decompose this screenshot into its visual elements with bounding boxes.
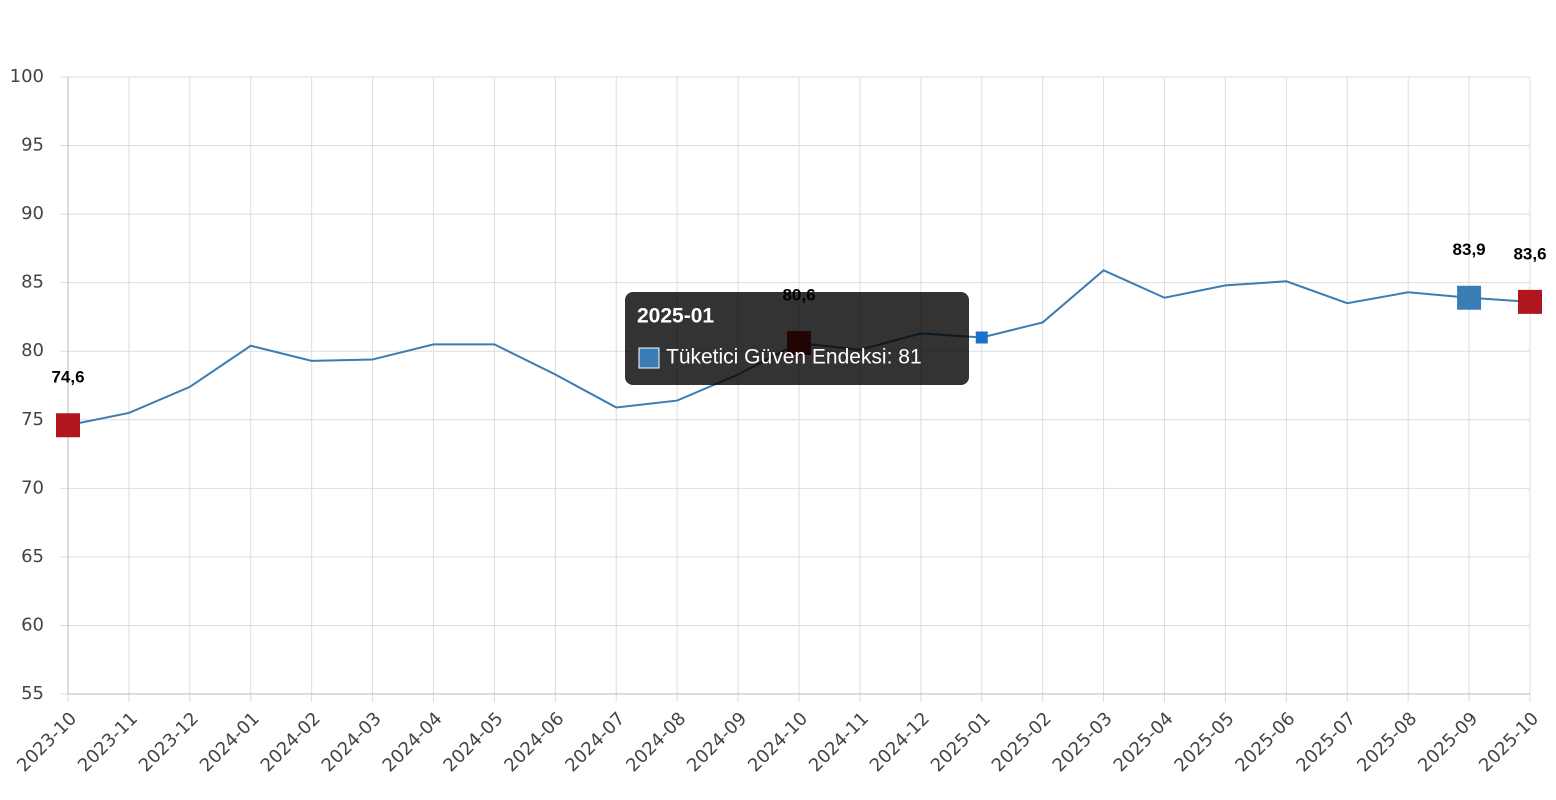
y-tick-label: 90 — [21, 203, 44, 224]
x-tick-label: 2024-07 — [561, 708, 629, 776]
x-tick-label: 2024-02 — [257, 708, 325, 776]
x-tick-label: 2024-09 — [683, 708, 751, 776]
x-tick-label: 2023-10 — [13, 708, 81, 776]
x-tick-label: 2024-03 — [318, 708, 386, 776]
x-tick-label: 2024-06 — [500, 708, 568, 776]
y-tick-label: 65 — [21, 546, 44, 567]
marker — [975, 331, 988, 344]
marker — [1518, 289, 1542, 314]
data-label: 74,6 — [51, 368, 84, 387]
marker — [1457, 285, 1482, 310]
y-tick-label: 75 — [21, 409, 44, 430]
x-tick-label: 2024-11 — [805, 708, 873, 776]
tooltip-swatch — [638, 347, 660, 369]
x-tick-label: 2025-09 — [1414, 708, 1482, 776]
tooltip-title: 2025-01 — [637, 305, 714, 328]
y-tick-label: 85 — [21, 272, 44, 293]
x-tick-label: 2025-04 — [1110, 708, 1178, 776]
tooltip-text: Tüketici Güven Endeksi: 81 — [666, 346, 922, 369]
x-tick-label: 2025-07 — [1292, 708, 1360, 776]
x-tick-label: 2025-03 — [1049, 708, 1117, 776]
tooltip: 2025-01 Tüketici Güven Endeksi: 81 — [625, 292, 969, 385]
y-tick-label: 55 — [21, 683, 44, 704]
y-tick-label: 70 — [21, 477, 44, 498]
data-label: 83,9 — [1453, 240, 1486, 259]
y-tick-label: 100 — [10, 66, 44, 87]
x-tick-label: 2025-05 — [1170, 708, 1238, 776]
tooltip-box — [625, 292, 969, 385]
x-tick-label: 2024-12 — [866, 708, 934, 776]
x-tick-label: 2024-08 — [622, 708, 690, 776]
x-tick-label: 2025-01 — [927, 708, 995, 776]
x-tick-label: 2025-10 — [1475, 708, 1543, 776]
y-tick-label: 95 — [21, 135, 44, 156]
x-tick-label: 2023-12 — [135, 708, 203, 776]
x-tick-label: 2025-08 — [1353, 708, 1421, 776]
y-tick-label: 60 — [21, 614, 44, 635]
x-tick-label: 2025-06 — [1231, 708, 1299, 776]
x-tick-label: 2024-10 — [744, 708, 812, 776]
data-label: 80,6 — [782, 285, 815, 304]
x-tick-label: 2024-05 — [439, 708, 507, 776]
x-tick-label: 2025-02 — [988, 708, 1056, 776]
data-label: 83,6 — [1513, 244, 1546, 263]
x-tick-label: 2023-11 — [74, 708, 142, 776]
x-tick-label: 2024-04 — [379, 708, 447, 776]
marker — [56, 413, 80, 438]
x-tick-label: 2024-01 — [196, 708, 264, 776]
y-tick-label: 80 — [21, 340, 44, 361]
